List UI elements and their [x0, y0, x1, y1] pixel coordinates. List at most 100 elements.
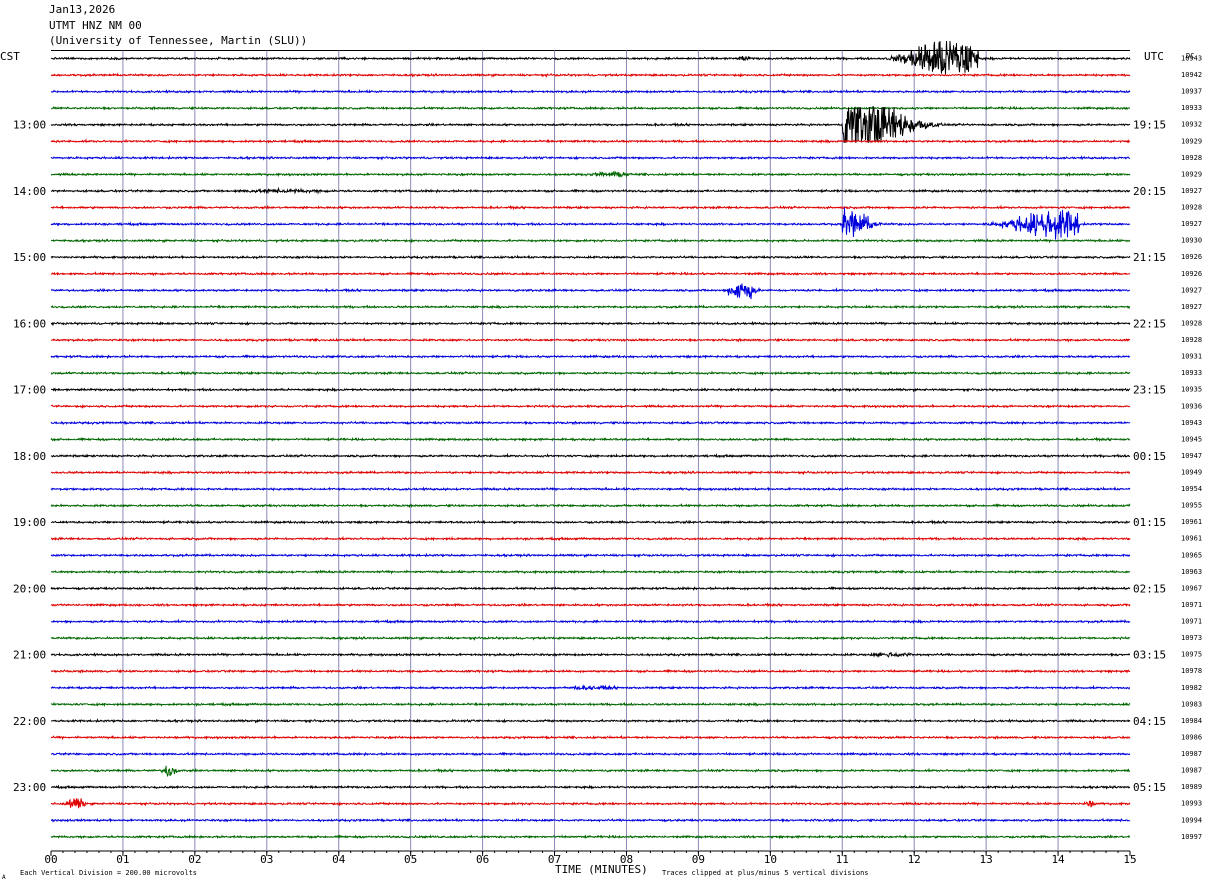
trace-row-27 [50, 502, 1131, 509]
dc-value-label: 10945 [1181, 435, 1202, 443]
time-labels: 00 01 02 03 04 05 06 07 08 09 10 11 12 13 14 15 10943 109… [13, 55, 1202, 867]
x-tick-label: 12 [908, 853, 921, 866]
trace-row-3 [50, 105, 1130, 111]
header-network: (University of Tennessee, Martin (SLU)) [49, 34, 308, 47]
trace-rows [50, 40, 1131, 840]
dc-value-label: 10954 [1181, 485, 1202, 493]
right-time-label: 01:15 [1133, 516, 1166, 529]
dc-value-label: 10955 [1181, 502, 1202, 510]
trace-row-25 [50, 469, 1131, 476]
x-tick-label: 05 [404, 853, 417, 866]
trace-row-17 [50, 337, 1131, 343]
trace-row-8 [50, 186, 1131, 195]
dc-value-label: 10961 [1181, 518, 1202, 526]
trace-row-19 [50, 369, 1131, 376]
x-tick-label: 06 [476, 853, 489, 866]
x-tick-label: 01 [116, 853, 129, 866]
trace-row-28 [50, 519, 1131, 525]
trace-row-13 [50, 271, 1131, 277]
dc-value-label: 10967 [1181, 584, 1202, 592]
x-tick-label: 08 [620, 853, 633, 866]
dc-value-label: 10927 [1181, 220, 1202, 228]
trace-row-31 [50, 569, 1131, 575]
trace-row-36 [50, 651, 1131, 659]
right-time-label: 03:15 [1133, 649, 1166, 662]
dc-value-label: 10943 [1181, 55, 1202, 63]
dc-value-label: 10973 [1181, 634, 1202, 642]
dc-value-label: 10937 [1181, 88, 1202, 96]
left-timezone-label: CST [0, 50, 20, 63]
trace-row-43 [50, 765, 1131, 778]
right-time-label: 23:15 [1133, 384, 1166, 397]
x-tick-label: 15 [1123, 853, 1136, 866]
dc-value-label: 10926 [1181, 270, 1202, 278]
dc-value-label: 10961 [1181, 535, 1202, 543]
trace-row-4 [50, 105, 1131, 143]
dc-value-label: 10928 [1181, 154, 1202, 162]
left-time-label: 18:00 [13, 450, 46, 463]
left-time-label: 14:00 [13, 185, 46, 198]
trace-row-16 [50, 320, 1131, 327]
trace-row-1 [50, 72, 1131, 78]
dc-value-label: 10978 [1181, 667, 1202, 675]
dc-value-label: 10933 [1181, 104, 1202, 112]
dc-value-label: 10928 [1181, 319, 1202, 327]
trace-row-37 [50, 668, 1131, 674]
dc-value-label: 10930 [1181, 237, 1202, 245]
x-axis-title: TIME (MINUTES) [555, 863, 648, 876]
dc-value-label: 10936 [1181, 402, 1202, 410]
left-time-label: 20:00 [13, 582, 46, 595]
right-time-label: 05:15 [1133, 781, 1166, 794]
trace-row-46 [50, 817, 1131, 823]
trace-row-26 [50, 486, 1131, 492]
dc-value-label: 10942 [1181, 71, 1202, 79]
left-time-label: 17:00 [13, 384, 46, 397]
x-tick-label: 00 [44, 853, 57, 866]
right-time-label: 00:15 [1133, 450, 1166, 463]
left-time-label: 15:00 [13, 251, 46, 264]
dc-value-label: 10963 [1181, 568, 1202, 576]
trace-row-22 [50, 420, 1131, 426]
dc-value-label: 10982 [1181, 684, 1202, 692]
left-time-label: 21:00 [13, 649, 46, 662]
left-time-label: 13:00 [13, 119, 46, 132]
corner-mark: A [2, 874, 6, 881]
x-tick-label: 02 [188, 853, 201, 866]
dc-value-label: 10929 [1181, 137, 1202, 145]
dc-value-label: 10997 [1181, 833, 1202, 841]
x-tick-label: 07 [548, 853, 561, 866]
dc-value-label: 10927 [1181, 303, 1202, 311]
dc-value-label: 10932 [1181, 121, 1202, 129]
dc-value-label: 10929 [1181, 170, 1202, 178]
trace-row-2 [51, 88, 1131, 95]
trace-row-35 [50, 635, 1131, 641]
right-timezone-label: UTC [1144, 50, 1164, 63]
trace-row-34 [50, 618, 1131, 625]
trace-row-18 [50, 353, 1131, 360]
trace-row-44 [50, 784, 1131, 790]
x-tick-label: 13 [980, 853, 993, 866]
dc-value-label: 10989 [1181, 783, 1202, 791]
right-time-label: 20:15 [1133, 185, 1166, 198]
dc-value-label: 10949 [1181, 469, 1202, 477]
right-time-label: 04:15 [1133, 715, 1166, 728]
left-time-label: 23:00 [13, 781, 46, 794]
dc-value-label: 10933 [1181, 369, 1202, 377]
trace-row-11 [50, 238, 1131, 244]
vertical-division-note: Each Vertical Division = 200.00 microvol… [20, 869, 197, 877]
trace-row-0 [50, 40, 1131, 74]
right-time-label: 19:15 [1133, 119, 1166, 132]
dc-value-label: 10971 [1181, 618, 1202, 626]
dc-value-label: 10987 [1181, 767, 1202, 775]
trace-row-29 [50, 535, 1131, 542]
trace-row-14 [50, 283, 1131, 300]
dc-value-label: 10984 [1181, 717, 1202, 725]
trace-row-9 [50, 204, 1131, 211]
dc-value-label: 10983 [1181, 700, 1202, 708]
header-station: UTMT HNZ NM 00 [49, 19, 142, 32]
dc-value-label: 10931 [1181, 353, 1202, 361]
dc-value-label: 10987 [1181, 750, 1202, 758]
trace-row-7 [50, 170, 1131, 178]
trace-row-5 [50, 138, 1131, 145]
